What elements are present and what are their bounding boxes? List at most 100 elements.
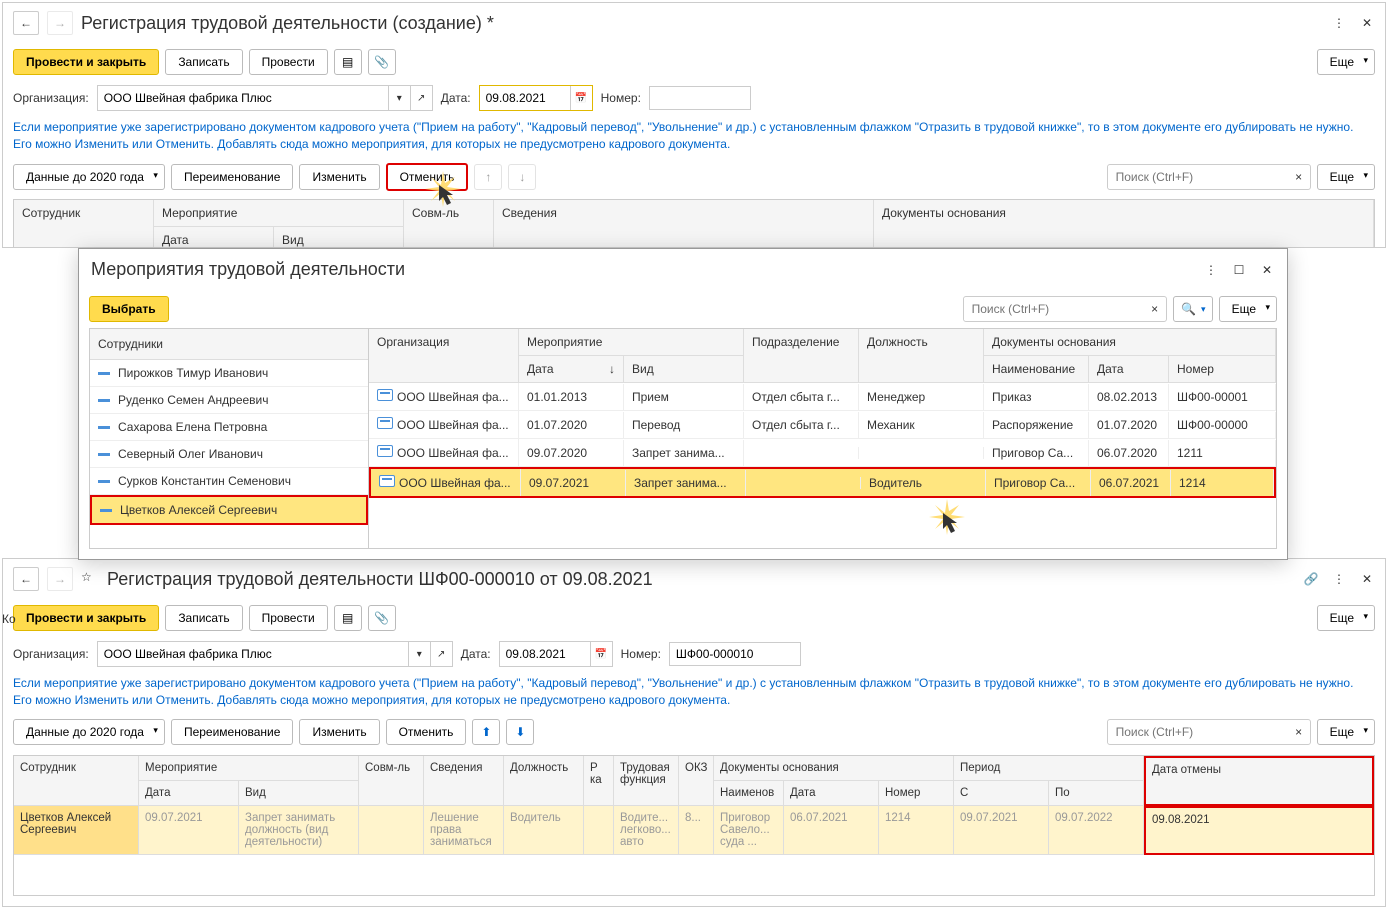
maximize-icon[interactable]: ☐	[1231, 262, 1247, 278]
open-icon[interactable]: ↗	[430, 642, 452, 666]
more-grid-button[interactable]: Еще	[1317, 719, 1375, 745]
col-event[interactable]: Мероприятие	[154, 200, 404, 227]
kebab-icon[interactable]: ⋮	[1331, 571, 1347, 587]
post-close-button[interactable]: Провести и закрыть	[13, 49, 159, 75]
open-icon[interactable]: ↗	[410, 86, 432, 110]
more-grid-button[interactable]: Еще	[1317, 164, 1375, 190]
col-bnum[interactable]: Номер	[879, 781, 954, 806]
clear-icon[interactable]: ×	[1288, 721, 1310, 743]
arrow-down-icon[interactable]: ↓	[508, 164, 536, 190]
nav-back[interactable]: ←	[13, 567, 39, 591]
dialog-search-input[interactable]	[964, 298, 1144, 320]
before2020-button[interactable]: Данные до 2020 года	[13, 719, 165, 745]
date-input[interactable]	[480, 87, 570, 109]
before2020-button[interactable]: Данные до 2020 года	[13, 164, 165, 190]
col-date[interactable]: Дата	[154, 227, 274, 248]
col-pto[interactable]: По	[1049, 781, 1144, 806]
col-info[interactable]: Сведения	[424, 756, 504, 806]
report-icon[interactable]: ▤	[334, 605, 362, 631]
col-bdate[interactable]: Дата	[784, 781, 879, 806]
close-icon[interactable]: ✕	[1259, 262, 1275, 278]
col-bname[interactable]: Наименование	[984, 356, 1089, 383]
col-basis[interactable]: Документы основания	[714, 756, 954, 781]
dropdown-icon[interactable]: ▾	[388, 86, 410, 110]
post-close-button[interactable]: Провести и закрыть	[13, 605, 159, 631]
date-field[interactable]: 📅	[479, 85, 593, 111]
event-row[interactable]: ООО Швейная фа...09.07.2020Запрет занима…	[369, 439, 1276, 467]
num-field[interactable]	[669, 642, 801, 666]
col-pfrom[interactable]: С	[954, 781, 1049, 806]
event-row[interactable]: ООО Швейная фа...09.07.2021Запрет занима…	[369, 467, 1276, 498]
col-event[interactable]: Мероприятие	[519, 329, 744, 356]
post-button[interactable]: Провести	[249, 49, 328, 75]
attach-icon[interactable]: 📎	[368, 49, 396, 75]
col-dept[interactable]: Подразделение	[744, 329, 859, 383]
col-period[interactable]: Период	[954, 756, 1144, 781]
search-dropdown-button[interactable]: 🔍	[1173, 296, 1213, 322]
date-field[interactable]: 📅	[499, 641, 613, 667]
edit-button[interactable]: Изменить	[299, 164, 379, 190]
table-row[interactable]: Цветков Алексей Сергеевич 09.07.2021 Зап…	[14, 806, 1374, 855]
arrow-up-icon[interactable]: ⬆	[472, 719, 500, 745]
kebab-icon[interactable]: ⋮	[1331, 15, 1347, 31]
employee-row[interactable]: Цветков Алексей Сергеевич	[90, 495, 368, 525]
num-input[interactable]	[650, 87, 750, 109]
write-button[interactable]: Записать	[165, 605, 242, 631]
col-basis[interactable]: Документы основания	[984, 329, 1276, 356]
num-field[interactable]	[649, 86, 751, 110]
rename-button[interactable]: Переименование	[171, 719, 294, 745]
col-date[interactable]: Дата	[139, 781, 239, 806]
col-func[interactable]: Трудовая функция	[614, 756, 679, 806]
org-field[interactable]: ▾ ↗	[97, 85, 433, 111]
nav-forward[interactable]: →	[47, 567, 73, 591]
attach-icon[interactable]: 📎	[368, 605, 396, 631]
col-compat[interactable]: Совм-ль	[359, 756, 424, 806]
col-okz[interactable]: ОКЗ	[679, 756, 714, 806]
employee-row[interactable]: Северный Олег Иванович	[90, 441, 368, 468]
search-box[interactable]: ×	[1107, 719, 1311, 745]
col-info[interactable]: Сведения	[494, 200, 874, 248]
col-bname[interactable]: Наименов	[714, 781, 784, 806]
col-bnum[interactable]: Номер	[1169, 356, 1276, 383]
event-row[interactable]: ООО Швейная фа...01.01.2013ПриемОтдел сб…	[369, 383, 1276, 411]
col-type[interactable]: Вид	[624, 356, 744, 383]
search-input[interactable]	[1108, 721, 1288, 743]
col-rka[interactable]: Р ка	[584, 756, 614, 806]
nav-forward[interactable]: →	[47, 11, 73, 35]
link-icon[interactable]: 🔗	[1303, 571, 1319, 587]
col-pos[interactable]: Должность	[859, 329, 984, 383]
col-date[interactable]: Дата↓	[519, 356, 624, 383]
more-button[interactable]: Еще	[1317, 605, 1375, 631]
col-cancel-date[interactable]: Дата отмены	[1144, 756, 1374, 806]
search-box[interactable]: ×	[1107, 164, 1311, 190]
org-field[interactable]: ▾ ↗	[97, 641, 453, 667]
org-input[interactable]	[98, 87, 388, 109]
org-input[interactable]	[98, 643, 408, 665]
arrow-up-icon[interactable]: ↑	[474, 164, 502, 190]
col-employee[interactable]: Сотрудник	[14, 200, 154, 248]
search-input[interactable]	[1108, 166, 1288, 188]
col-compat[interactable]: Совм-ль	[404, 200, 494, 248]
col-type[interactable]: Вид	[239, 781, 359, 806]
arrow-down-icon[interactable]: ⬇	[506, 719, 534, 745]
col-basis[interactable]: Документы основания	[874, 200, 1374, 248]
event-row[interactable]: ООО Швейная фа...01.07.2020ПереводОтдел …	[369, 411, 1276, 439]
employee-row[interactable]: Сурков Константин Семенович	[90, 468, 368, 495]
col-org[interactable]: Организация	[369, 329, 519, 383]
edit-button[interactable]: Изменить	[299, 719, 379, 745]
star-icon[interactable]: ☆	[81, 570, 99, 588]
calendar-icon[interactable]: 📅	[590, 642, 612, 666]
col-type[interactable]: Вид	[274, 227, 404, 248]
col-pos[interactable]: Должность	[504, 756, 584, 806]
num-input[interactable]	[670, 643, 800, 665]
employee-row[interactable]: Сахарова Елена Петровна	[90, 414, 368, 441]
report-icon[interactable]: ▤	[334, 49, 362, 75]
write-button[interactable]: Записать	[165, 49, 242, 75]
dropdown-icon[interactable]: ▾	[408, 642, 430, 666]
post-button[interactable]: Провести	[249, 605, 328, 631]
close-icon[interactable]: ✕	[1359, 571, 1375, 587]
more-button[interactable]: Еще	[1317, 49, 1375, 75]
dialog-more-button[interactable]: Еще	[1219, 296, 1277, 322]
clear-icon[interactable]: ×	[1144, 298, 1166, 320]
calendar-icon[interactable]: 📅	[570, 86, 592, 110]
